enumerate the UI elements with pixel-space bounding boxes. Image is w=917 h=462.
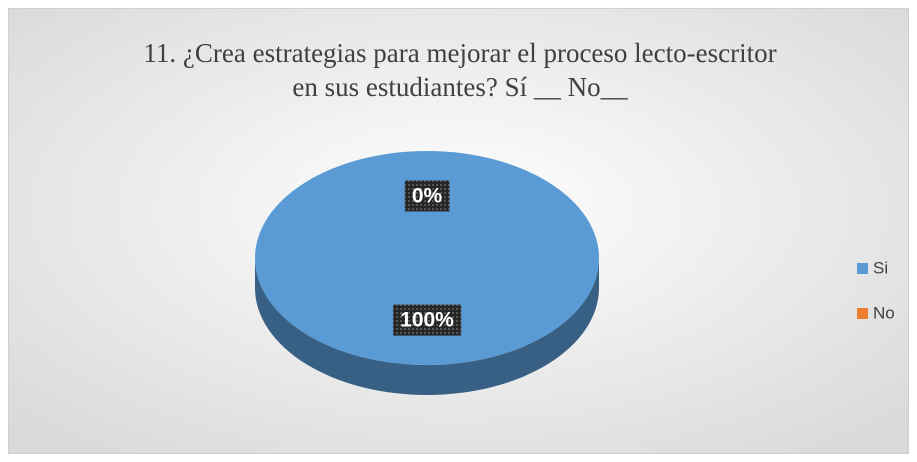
data-label: 100% — [400, 309, 454, 332]
legend-swatch — [857, 263, 868, 274]
legend-label: No — [873, 303, 895, 322]
data-label-box — [404, 180, 450, 212]
legend-swatch — [857, 308, 868, 319]
pie-slice — [255, 151, 599, 365]
legend-label: Si — [873, 258, 888, 277]
data-label-box — [393, 304, 462, 336]
chart-title: 11. ¿Crea estrategias para mejorar el pr… — [143, 38, 777, 102]
pie-side — [255, 258, 599, 395]
data-label: 0% — [412, 184, 443, 207]
